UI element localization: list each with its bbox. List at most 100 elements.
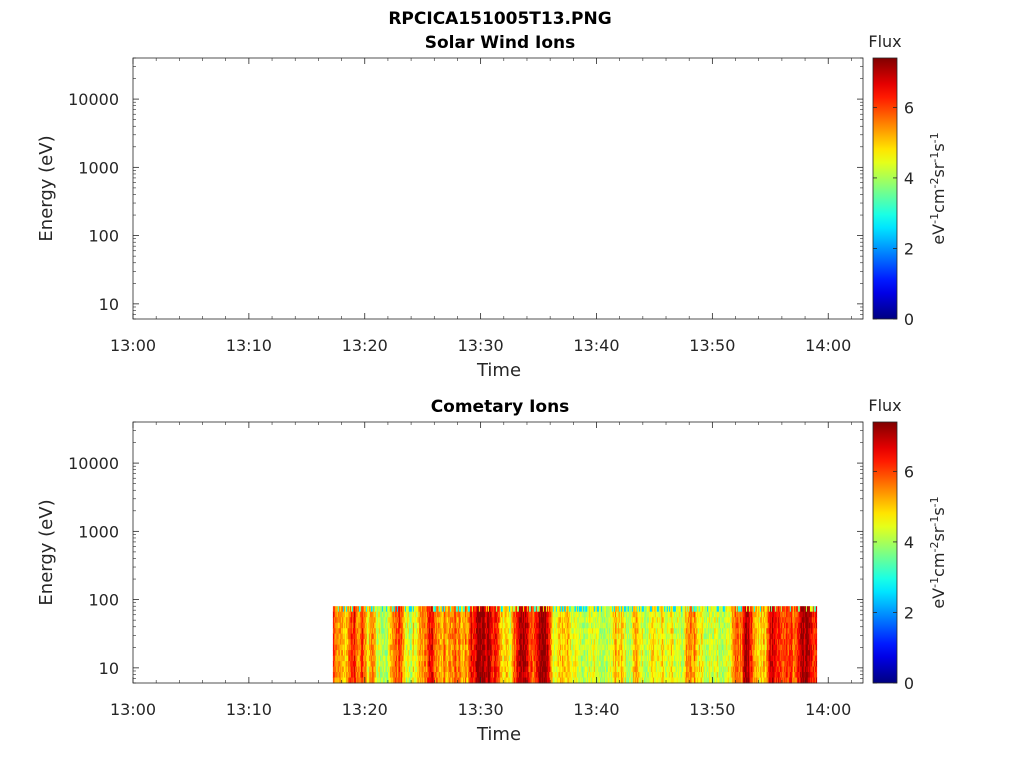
spectrogram-cell <box>634 666 637 673</box>
spectrogram-cell <box>438 628 441 635</box>
spectrogram-cell <box>347 622 350 629</box>
spectrogram-cell <box>411 606 414 613</box>
spectrogram-cell <box>412 666 415 673</box>
spectrogram-cell <box>538 644 541 651</box>
spectrogram-cell <box>338 617 341 624</box>
spectrogram-cell <box>629 666 632 673</box>
spectrogram-cell <box>508 677 511 684</box>
spectrogram-cell <box>454 633 457 640</box>
spectrogram-cell <box>404 672 407 678</box>
spectrogram-cell <box>559 611 562 618</box>
spectrogram-cell <box>477 639 480 646</box>
spectrogram-cell <box>520 611 523 618</box>
spectrogram-cell <box>393 677 396 684</box>
spectrogram-cell <box>333 606 336 613</box>
spectrogram-cell <box>363 611 366 618</box>
spectrogram-cell <box>645 639 648 646</box>
spectrogram-cell <box>401 611 404 618</box>
spectrogram-cell <box>483 672 486 678</box>
spectrogram-cell <box>566 633 569 640</box>
spectrogram-cell <box>488 644 491 651</box>
spectrogram-cell <box>364 617 367 624</box>
spectrogram-cell <box>412 606 415 613</box>
spectrogram-cell <box>635 606 638 613</box>
spectrogram-cell <box>578 677 581 684</box>
spectrogram-cell <box>519 661 522 668</box>
spectrogram-cell <box>488 633 491 640</box>
spectrogram-cell <box>472 650 475 657</box>
spectrogram-cell <box>447 666 450 673</box>
spectrogram-cell <box>508 650 511 657</box>
spectrogram-cell <box>401 628 404 635</box>
spectrogram-cell <box>443 617 446 624</box>
spectrogram-cell <box>621 633 624 640</box>
spectrogram-cell <box>366 677 369 684</box>
spectrogram-cell <box>503 672 506 678</box>
spectrogram-cell <box>428 650 431 657</box>
spectrogram-cell <box>464 666 467 673</box>
spectrogram-cell <box>424 677 427 684</box>
spectrogram-cell <box>672 617 675 624</box>
spectrogram-cell <box>668 628 671 635</box>
spectrogram-cell <box>390 639 393 646</box>
spectrogram-cell <box>549 611 552 618</box>
spectrogram-cell <box>510 661 513 668</box>
spectrogram-cell <box>591 628 594 635</box>
spectrogram-cell <box>512 661 515 668</box>
spectrogram-cell <box>505 628 508 635</box>
spectrogram-cell <box>533 677 536 684</box>
spectrogram-cell <box>650 639 653 646</box>
spectrogram-cell <box>612 639 615 646</box>
spectrogram-cell <box>446 661 449 668</box>
spectrogram-cell <box>404 661 407 668</box>
spectrogram-cell <box>577 650 580 657</box>
spectrogram-cell <box>554 677 557 684</box>
spectrogram-cell <box>579 611 582 618</box>
spectrogram-cell <box>634 655 637 662</box>
spectrogram-cell <box>584 672 587 678</box>
spectrogram-cell <box>444 677 447 684</box>
spectrogram-cell <box>478 644 481 651</box>
spectrogram-cell <box>589 677 592 684</box>
spectrogram-cell <box>435 639 438 646</box>
spectrogram-cell <box>400 672 403 678</box>
spectrogram-cell <box>426 639 429 646</box>
spectrogram-cell <box>460 617 463 624</box>
spectrogram-cell <box>547 655 550 662</box>
spectrogram-cell <box>554 661 557 668</box>
spectrogram-cell <box>380 606 383 613</box>
spectrogram-cell <box>431 677 434 684</box>
spectrogram-cell <box>630 677 633 684</box>
spectrogram-cell <box>610 650 613 657</box>
spectrogram-cell <box>417 606 420 613</box>
spectrogram-cell <box>368 655 371 662</box>
spectrogram-cell <box>344 666 347 673</box>
spectrogram-cell <box>534 606 537 613</box>
spectrogram-cell <box>560 628 563 635</box>
spectrogram-cell <box>505 617 508 624</box>
spectrogram-cell <box>485 606 488 613</box>
spectrogram-cell <box>652 611 655 618</box>
spectrogram-cell <box>417 633 420 640</box>
spectrogram-cell <box>413 611 416 618</box>
spectrogram-cell <box>415 666 418 673</box>
spectrogram-cell <box>612 666 615 673</box>
spectrogram-cell <box>530 628 533 635</box>
spectrogram-cell <box>343 606 346 613</box>
spectrogram-cell <box>374 677 377 684</box>
spectrogram-cell <box>496 672 499 678</box>
spectrogram-cell <box>336 639 339 646</box>
spectrogram-cell <box>515 655 518 662</box>
spectrogram-cell <box>629 611 632 618</box>
spectrogram-cell <box>565 666 568 673</box>
spectrogram-cell <box>577 611 580 618</box>
spectrogram-cell <box>448 611 451 618</box>
spectrogram-cell <box>568 633 571 640</box>
spectrogram-cell <box>612 622 615 629</box>
spectrogram-cell <box>539 672 542 678</box>
spectrogram-cell <box>444 661 447 668</box>
spectrogram-cell <box>375 622 378 629</box>
spectrogram-cell <box>484 611 487 618</box>
spectrogram-cell <box>433 633 436 640</box>
spectrogram-cell <box>549 617 552 624</box>
